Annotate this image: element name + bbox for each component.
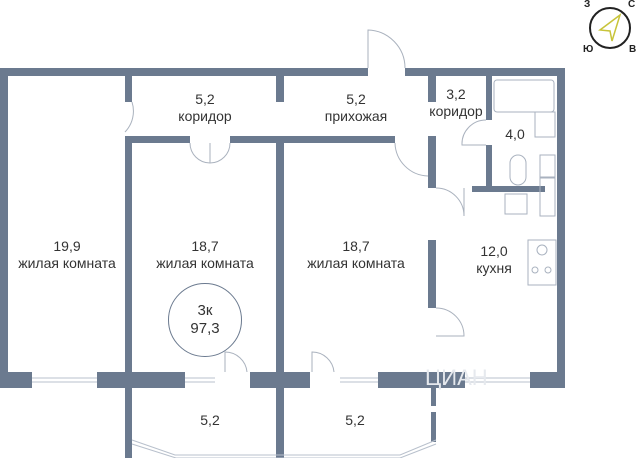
compass-south: Ю [583,44,594,55]
compass-east: В [629,44,637,55]
stove-icon [527,239,557,286]
fixtures [493,79,557,286]
windows [32,377,530,458]
room-area: 5,2 [346,91,366,107]
compass-arrow-icon [598,13,622,42]
apartment-badge: 3к 97,3 [168,283,242,357]
room-living-2: 18,7 жилая комната [156,238,254,272]
room-area: 18,7 [191,238,219,254]
washer-icon [539,154,556,178]
room-name: жилая комната [156,255,254,271]
room-area: 4,0 [505,126,525,142]
bathtub-icon [493,79,555,113]
doors [124,29,487,373]
room-area: 12,0 [480,243,508,259]
room-kitchen: 12,0 кухня [476,243,512,277]
room-corridor-1: 5,2 коридор [178,91,231,125]
watermark-logo: ЦИАН [425,365,488,390]
room-living-1: 19,9 жилая комната [18,238,116,272]
room-name: прихожая [324,108,388,124]
room-area: 5,2 [200,412,220,428]
room-name: коридор [178,108,232,124]
compass-west: З [584,0,591,10]
room-corridor-2: 3,2 коридор [429,86,482,120]
room-hallway: 5,2 прихожая [325,91,387,125]
cabinet-icon [539,177,556,217]
room-name: коридор [429,103,483,119]
room-area: 19,9 [53,238,81,254]
room-name: кухня [476,260,512,276]
toilet-icon [509,154,527,186]
compass-north: С [628,0,636,10]
room-balcony-1: 5,2 [200,412,219,429]
room-area: 18,7 [342,238,370,254]
walls [0,68,565,458]
apartment-type: 3к [197,302,213,319]
room-name: жилая комната [307,255,405,271]
room-bathroom: 4,0 [505,126,524,143]
room-area: 5,2 [195,91,215,107]
kitchen-sink-icon [504,193,528,215]
room-area: 5,2 [345,412,365,428]
room-living-3: 18,7 жилая комната [307,238,405,272]
compass-ring [589,7,631,49]
compass [589,7,631,49]
apartment-total-area: 97,3 [190,320,220,337]
room-area: 3,2 [446,86,466,102]
room-balcony-2: 5,2 [345,412,364,429]
room-name: жилая комната [18,255,116,271]
sink-icon [534,111,556,138]
